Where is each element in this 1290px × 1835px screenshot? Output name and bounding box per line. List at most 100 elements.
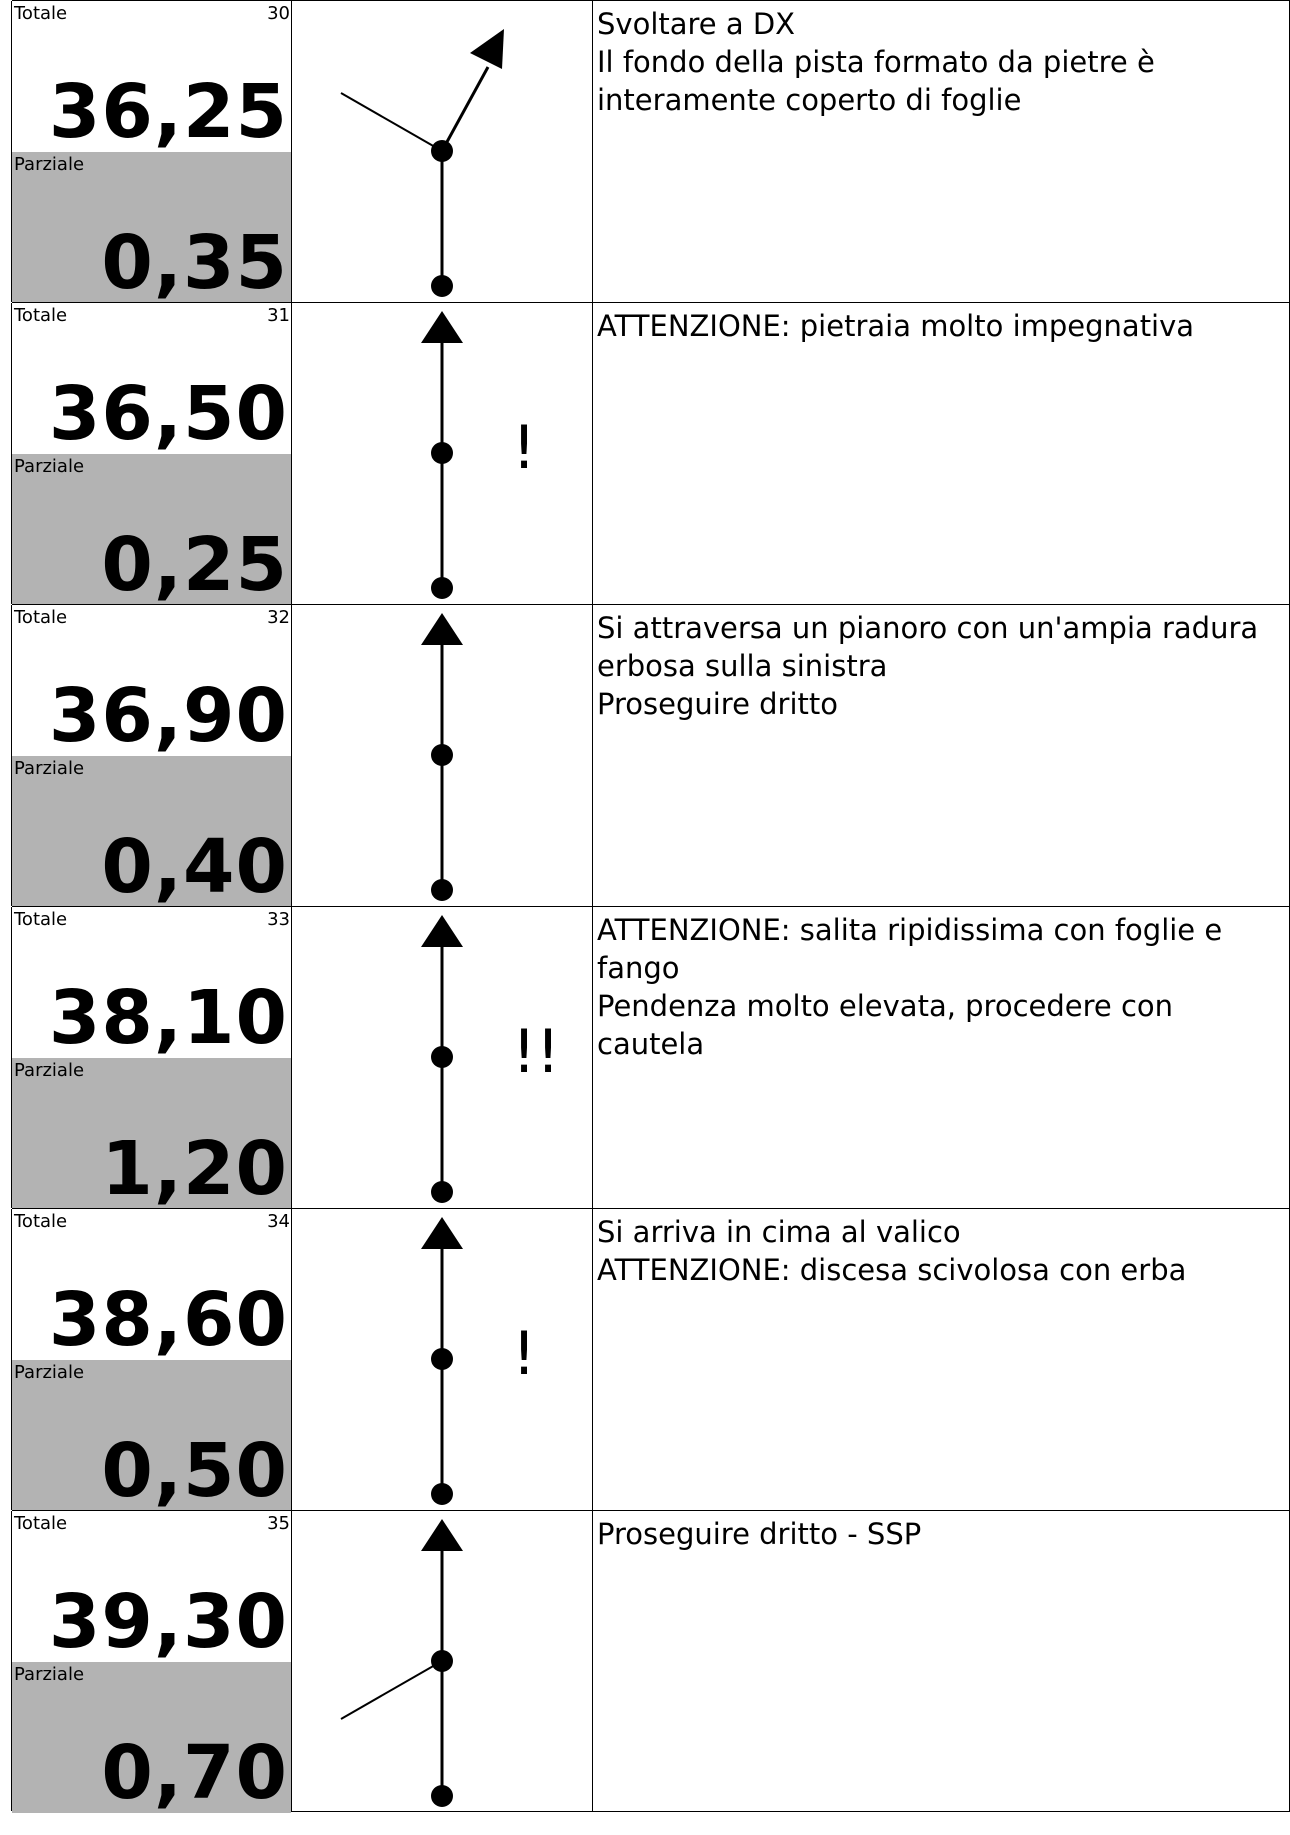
straight-arrow-head [421,311,463,343]
instruction-text: Si arriva in cima al valico ATTENZIONE: d… [597,1213,1287,1289]
parziale-distance: 0,25 [101,522,288,608]
column-divider [291,1,292,302]
parziale-box: Parziale 0,25 [12,454,291,605]
junction-dot [431,140,453,162]
instruction-text: ATTENZIONE: salita ripidissima con fogli… [597,911,1287,1063]
start-dot [431,879,453,901]
column-divider [11,1209,12,1510]
totale-label: Totale [14,3,68,24]
start-dot [431,577,453,599]
tulip-diagram [340,29,504,297]
roadbook-row: Totale 32 36,90 Parziale 0,40 Si attraversa u… [11,604,1290,910]
step-number: 35 [267,1513,290,1534]
side-track-line [340,1660,443,1720]
column-divider [291,1511,292,1811]
parziale-box: Parziale 0,35 [12,152,291,303]
totale-label: Totale [14,909,68,930]
straight-arrow-head [421,613,463,645]
instruction-line: ATTENZIONE: discesa scivolosa con erba [597,1253,1187,1287]
instruction-line: Proseguire dritto [597,687,839,721]
instruction-text: Si attraversa un pianoro con un'ampia ra… [597,609,1287,723]
totale-distance: 36,25 [48,69,288,155]
parziale-box: Parziale 0,70 [12,1662,291,1813]
side-track-line [340,92,443,152]
column-divider [11,1,12,302]
column-divider [592,605,593,906]
step-number: 31 [267,305,290,326]
parziale-label: Parziale [14,1060,85,1081]
parziale-box: Parziale 1,20 [12,1058,291,1209]
totale-label: Totale [14,1513,68,1534]
column-divider [592,1209,593,1510]
step-number: 33 [267,909,290,930]
totale-label: Totale [14,607,68,628]
column-divider [11,1511,12,1811]
roadbook-row: Totale 34 38,60 Parziale 0,50! Si arriva in c… [11,1208,1290,1511]
exit-line [440,66,490,152]
column-divider [592,1511,593,1811]
tulip-diagram [340,1519,463,1807]
parziale-label: Parziale [14,456,85,477]
instruction-text: Proseguire dritto - SSP [597,1515,1287,1553]
roadbook-row: Totale 35 39,30 Parziale 0,70 Proseguire drit… [11,1510,1290,1813]
parziale-distance: 0,35 [101,220,288,306]
parziale-distance: 1,20 [101,1126,288,1212]
danger-warning: ! [512,1319,537,1389]
instruction-line: Il fondo della pista formato da pietre è… [597,45,1155,117]
start-dot [431,1785,453,1807]
column-divider [592,1,593,302]
junction-dot [431,1046,453,1068]
straight-arrow-head [421,1519,463,1551]
parziale-label: Parziale [14,758,85,779]
totale-distance: 36,50 [48,371,288,457]
exit-arrow-head [470,29,504,69]
roadbook-row: Totale 30 36,25 Parziale 0,35 Svoltare a DX Il… [11,0,1290,303]
column-divider [11,303,12,604]
column-divider [592,907,593,1208]
column-divider [291,1209,292,1510]
start-dot [431,1181,453,1203]
parziale-box: Parziale 0,50 [12,1360,291,1511]
instruction-text: Svoltare a DX Il fondo della pista format… [597,5,1287,119]
junction-dot [431,1650,453,1672]
junction-dot [431,1348,453,1370]
totale-label: Totale [14,305,68,326]
column-divider [291,303,292,604]
column-divider [11,907,12,1208]
roadbook-row: Totale 33 38,10 Parziale 1,20!! ATTENZIONE: s… [11,906,1290,1209]
instruction-line: Proseguire dritto - SSP [597,1517,922,1551]
totale-distance: 38,60 [48,1277,288,1363]
danger-warning: ! [512,413,537,483]
totale-distance: 36,90 [48,673,288,759]
junction-dot [431,744,453,766]
column-divider [291,605,292,906]
step-number: 34 [267,1211,290,1232]
tulip-diagram [421,311,463,599]
danger-warning: !! [512,1017,561,1087]
step-number: 32 [267,607,290,628]
parziale-label: Parziale [14,1664,85,1685]
start-dot [431,275,453,297]
column-divider [291,907,292,1208]
start-dot [431,1483,453,1505]
totale-distance: 38,10 [48,975,288,1061]
totale-distance: 39,30 [48,1579,288,1665]
instruction-line: Si arriva in cima al valico [597,1215,961,1249]
straight-arrow-head [421,915,463,947]
instruction-line: ATTENZIONE: pietraia molto impegnativa [597,309,1195,343]
column-divider [592,303,593,604]
parziale-distance: 0,50 [101,1428,288,1514]
straight-arrow-head [421,1217,463,1249]
instruction-line: ATTENZIONE: salita ripidissima con fogli… [597,913,1223,985]
instruction-text: ATTENZIONE: pietraia molto impegnativa [597,307,1287,345]
instruction-line: Si attraversa un pianoro con un'ampia ra… [597,611,1259,683]
parziale-distance: 0,70 [101,1730,288,1816]
totale-label: Totale [14,1211,68,1232]
parziale-label: Parziale [14,154,85,175]
step-number: 30 [267,3,290,24]
junction-dot [431,442,453,464]
tulip-diagram [421,1217,463,1505]
roadbook-row: Totale 31 36,50 Parziale 0,25! ATTENZIONE: pi… [11,302,1290,605]
parziale-distance: 0,40 [101,824,288,910]
